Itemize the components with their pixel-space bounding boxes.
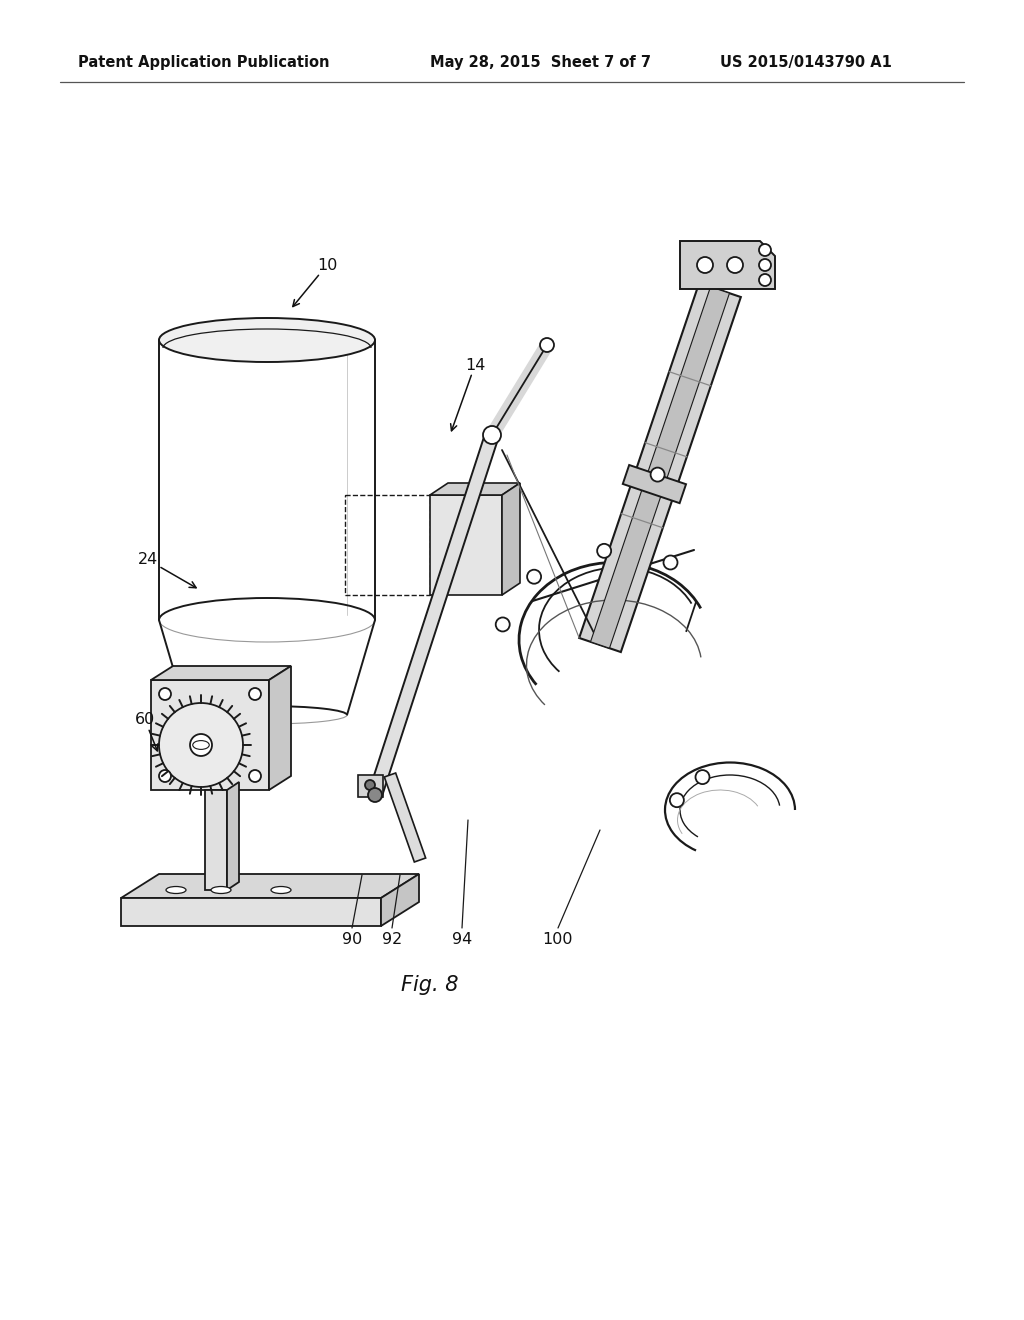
Polygon shape [205, 789, 227, 890]
Polygon shape [430, 483, 520, 495]
Polygon shape [369, 433, 499, 797]
Circle shape [540, 338, 554, 352]
Text: 10: 10 [293, 257, 337, 306]
Polygon shape [121, 874, 419, 898]
Circle shape [759, 259, 771, 271]
Text: 24: 24 [138, 553, 197, 587]
Polygon shape [151, 667, 291, 680]
Circle shape [759, 275, 771, 286]
Polygon shape [430, 495, 502, 595]
Polygon shape [381, 874, 419, 927]
Polygon shape [502, 483, 520, 595]
Polygon shape [151, 680, 269, 789]
Circle shape [697, 257, 713, 273]
Bar [358, 775, 383, 797]
Circle shape [527, 570, 541, 583]
Polygon shape [384, 774, 426, 862]
Circle shape [190, 734, 212, 756]
Polygon shape [623, 465, 686, 503]
Ellipse shape [271, 887, 291, 894]
Ellipse shape [193, 741, 209, 750]
Text: May 28, 2015  Sheet 7 of 7: May 28, 2015 Sheet 7 of 7 [430, 54, 651, 70]
Polygon shape [680, 242, 775, 289]
Circle shape [483, 426, 501, 444]
Circle shape [597, 544, 611, 558]
Polygon shape [269, 667, 291, 789]
Circle shape [695, 770, 710, 784]
Polygon shape [591, 286, 729, 648]
Circle shape [496, 618, 510, 631]
Circle shape [759, 244, 771, 256]
Ellipse shape [166, 887, 186, 894]
Text: 90: 90 [342, 932, 362, 948]
Ellipse shape [211, 887, 231, 894]
Text: 14: 14 [451, 358, 485, 430]
Text: 100: 100 [543, 932, 573, 948]
Polygon shape [121, 898, 381, 927]
Text: 60: 60 [135, 713, 158, 751]
Text: Patent Application Publication: Patent Application Publication [78, 54, 330, 70]
Circle shape [670, 793, 684, 807]
Polygon shape [227, 781, 239, 890]
Text: 92: 92 [382, 932, 402, 948]
Polygon shape [580, 282, 740, 652]
Ellipse shape [159, 318, 375, 362]
Circle shape [249, 688, 261, 700]
Circle shape [664, 556, 678, 569]
Text: 94: 94 [452, 932, 472, 948]
Circle shape [159, 688, 171, 700]
Circle shape [650, 467, 665, 482]
Circle shape [249, 770, 261, 781]
Circle shape [159, 770, 171, 781]
Bar [345, 495, 430, 595]
Text: US 2015/0143790 A1: US 2015/0143790 A1 [720, 54, 892, 70]
Circle shape [159, 704, 243, 787]
Circle shape [365, 780, 375, 789]
Circle shape [727, 257, 743, 273]
Text: Fig. 8: Fig. 8 [401, 975, 459, 995]
Circle shape [368, 788, 382, 803]
